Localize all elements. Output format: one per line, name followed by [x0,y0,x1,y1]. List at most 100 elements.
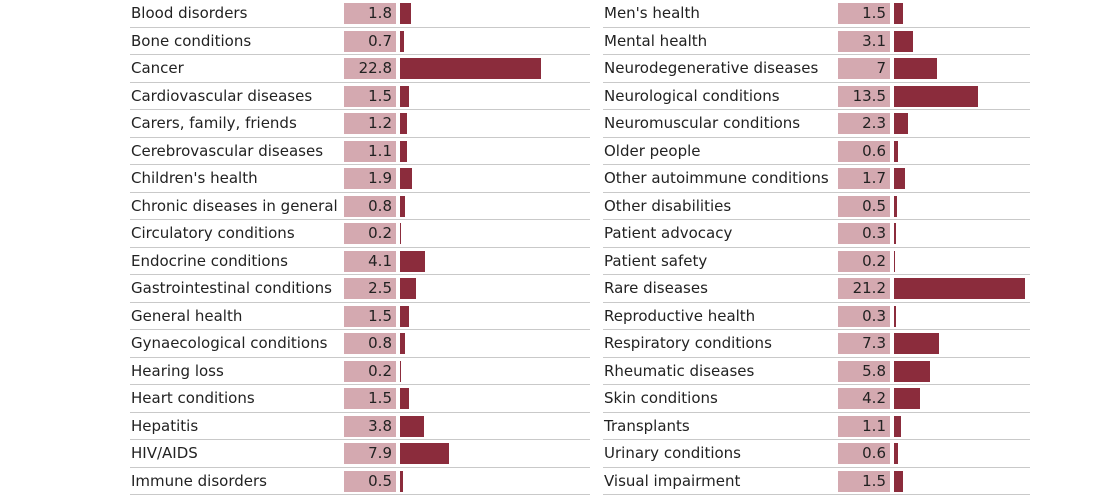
category-label: Bone conditions [131,31,252,50]
bar [894,30,914,52]
bar [894,470,904,492]
value-label: 1.2 [344,113,396,134]
chart-row: Respiratory conditions 7.3 [603,330,1030,358]
value-label: 1.1 [344,140,396,162]
value-label: 0.2 [838,250,890,272]
bar [894,168,905,189]
chart-row: Heart conditions 1.5 [130,385,590,413]
value-label: 1.5 [344,85,396,107]
value-label: 21.2 [838,278,890,299]
category-label: Endocrine conditions [131,251,288,270]
category-label: Skin conditions [604,389,718,407]
chart-row: Other autoimmune conditions 1.7 [603,165,1030,193]
bar [400,168,412,189]
value-label: 7 [838,58,890,79]
bar [894,333,940,354]
category-label: Immune disorders [131,471,267,490]
value-label: 0.5 [838,195,890,217]
bar [894,360,930,382]
bar [400,58,542,79]
category-label: Rheumatic diseases [604,361,755,380]
value-label: 3.8 [344,415,396,437]
bar [894,195,898,217]
chart-row: Endocrine conditions 4.1 [130,248,590,275]
value-label: 0.6 [838,140,890,162]
category-label: Gastrointestinal conditions [131,279,332,297]
category-label: Neurodegenerative diseases [604,59,819,77]
category-label: Circulatory conditions [131,224,295,242]
bar [400,360,402,382]
bar [400,223,402,244]
bar [400,388,410,409]
value-label: 1.5 [838,3,890,24]
value-label: 2.5 [344,278,396,299]
category-label: Urinary conditions [604,444,741,462]
chart-row: Cancer 22.8 [130,55,590,83]
category-label: Rare diseases [604,279,708,297]
category-label: General health [131,306,243,325]
value-label: 5.8 [838,360,890,382]
category-label: Transplants [604,416,690,435]
bar [894,388,921,409]
bar [894,3,904,24]
chart-row: Cardiovascular diseases 1.5 [130,83,590,110]
bar [894,443,898,464]
chart-row: Bone conditions 0.7 [130,28,590,55]
chart-row: Rare diseases 21.2 [603,275,1030,303]
chart-row: Transplants 1.1 [603,413,1030,440]
value-label: 0.5 [344,470,396,492]
chart-row: Circulatory conditions 0.2 [130,220,590,248]
chart-row: Skin conditions 4.2 [603,385,1030,413]
chart-row: Immune disorders 0.5 [130,468,590,495]
value-label: 4.2 [838,388,890,409]
value-label: 0.3 [838,223,890,244]
category-label: Cerebrovascular diseases [131,141,324,160]
category-label: Heart conditions [131,389,255,407]
chart-row: Visual impairment 1.5 [603,468,1030,495]
bar [400,113,408,134]
value-label: 0.2 [344,360,396,382]
chart-row: Chronic diseases in general 0.8 [130,193,590,220]
chart-row: Blood disorders 1.8 [130,0,590,28]
bar [894,415,901,437]
chart-row: Reproductive health 0.3 [603,303,1030,330]
bar [400,443,449,464]
bar [400,415,424,437]
chart-row: Cerebrovascular diseases 1.1 [130,138,590,165]
chart-row: Patient safety 0.2 [603,248,1030,275]
bar [400,305,410,327]
chart-row: Neurodegenerative diseases 7 [603,55,1030,83]
value-label: 7.3 [838,333,890,354]
value-label: 1.8 [344,3,396,24]
category-label: Children's health [131,169,258,187]
value-label: 13.5 [838,85,890,107]
chart-row: Hearing loss 0.2 [130,358,590,385]
value-label: 1.1 [838,415,890,437]
bar [400,195,405,217]
category-label: Patient advocacy [604,224,733,242]
category-label: Hearing loss [131,361,224,380]
bar [894,85,978,107]
value-label: 0.8 [344,333,396,354]
value-label: 0.7 [344,30,396,52]
bar [894,278,1026,299]
chart-row: Gynaecological conditions 0.8 [130,330,590,358]
chart-row: Neuromuscular conditions 2.3 [603,110,1030,138]
category-label: Other autoimmune conditions [604,169,829,187]
bar [894,250,896,272]
category-label: Neurological conditions [604,86,780,105]
value-label: 1.5 [344,305,396,327]
bar [400,3,412,24]
value-label: 1.7 [838,168,890,189]
chart-row: Children's health 1.9 [130,165,590,193]
bar [400,333,405,354]
bar [400,278,416,299]
category-label: Gynaecological conditions [131,334,328,352]
category-label: Visual impairment [604,471,741,490]
category-label: Respiratory conditions [604,334,772,352]
category-label: Hepatitis [131,416,199,435]
category-label: Chronic diseases in general [131,196,338,215]
category-label: HIV/AIDS [131,444,198,462]
value-label: 22.8 [344,58,396,79]
category-label: Reproductive health [604,306,756,325]
